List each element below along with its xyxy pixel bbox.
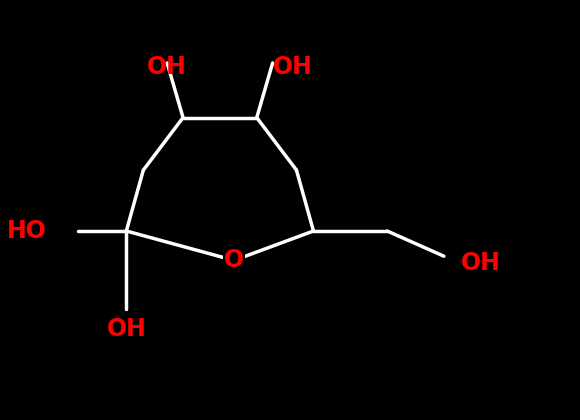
Text: HO: HO xyxy=(7,219,47,243)
Text: OH: OH xyxy=(106,317,146,341)
Text: OH: OH xyxy=(147,55,187,79)
Text: OH: OH xyxy=(461,250,501,275)
Text: OH: OH xyxy=(273,55,313,79)
Text: O: O xyxy=(224,248,244,273)
